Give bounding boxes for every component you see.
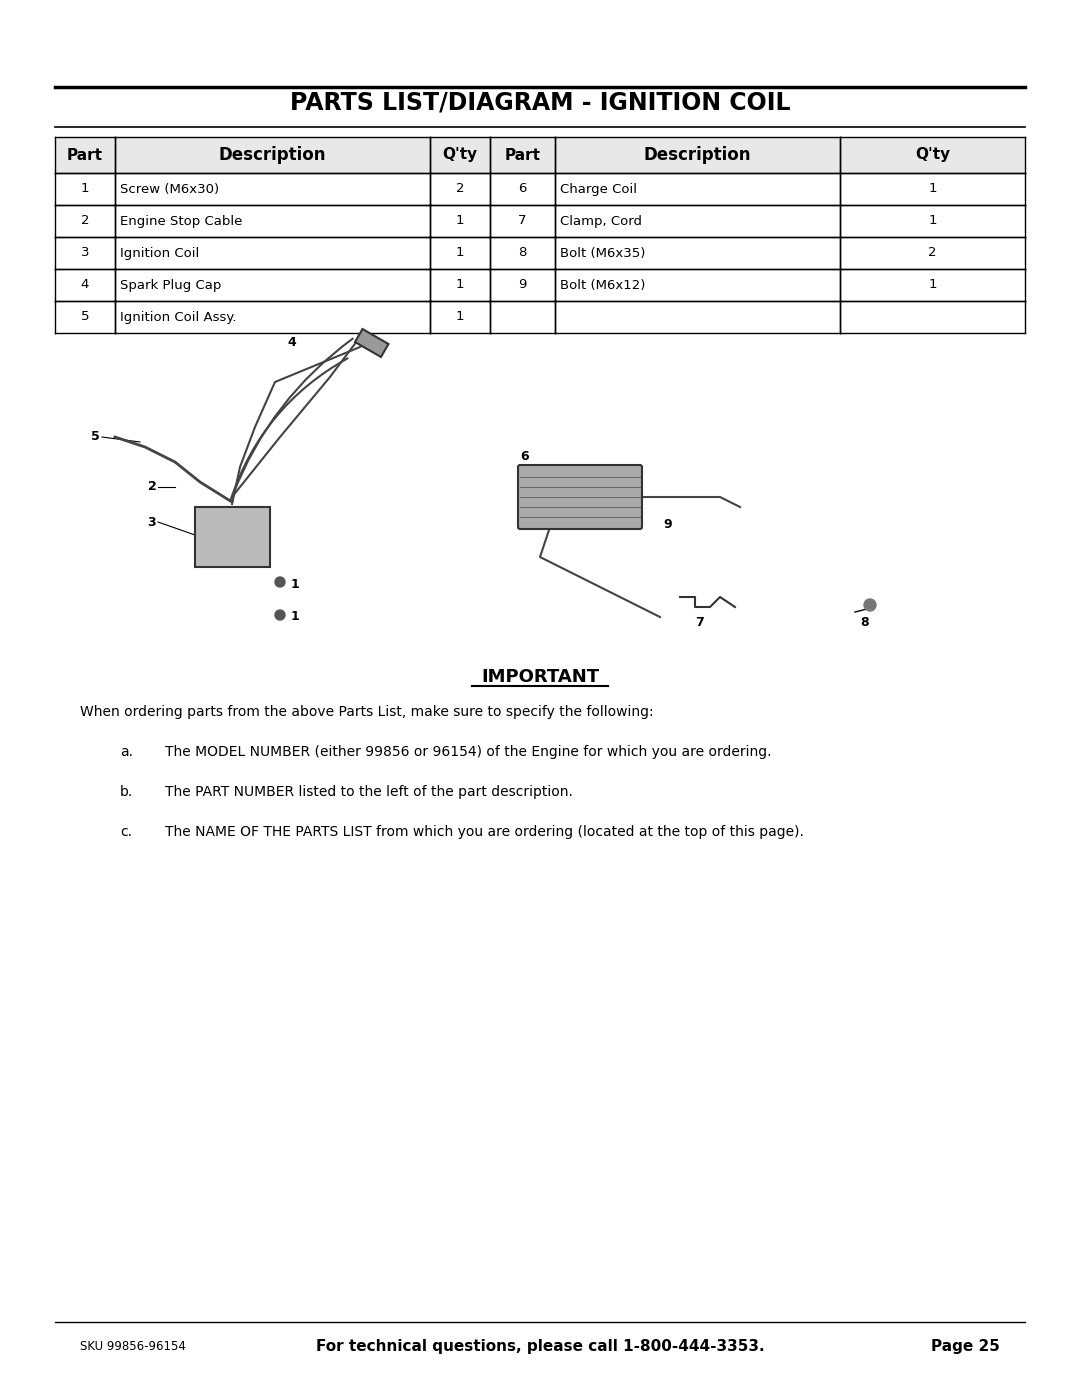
Text: When ordering parts from the above Parts List, make sure to specify the followin: When ordering parts from the above Parts… [80, 705, 653, 719]
Text: 9: 9 [518, 278, 527, 292]
Text: 2: 2 [456, 183, 464, 196]
Text: Q'ty: Q'ty [915, 148, 950, 162]
Bar [114, 137, 430, 173]
Text: 6: 6 [521, 450, 529, 464]
Bar [355, 330, 389, 358]
Bar [195, 507, 270, 567]
Text: 4: 4 [287, 335, 296, 348]
Text: The PART NUMBER listed to the left of the part description.: The PART NUMBER listed to the left of th… [165, 785, 572, 799]
Bar [55, 137, 114, 173]
Text: Screw (M6x30): Screw (M6x30) [120, 183, 219, 196]
Text: c.: c. [120, 826, 132, 840]
Text: Description: Description [219, 147, 326, 163]
Text: Bolt (M6x12): Bolt (M6x12) [561, 278, 646, 292]
Text: Q'ty: Q'ty [443, 148, 477, 162]
Bar [840, 137, 1025, 173]
Text: 2: 2 [928, 246, 936, 260]
Bar [430, 137, 490, 173]
Text: 7: 7 [696, 616, 704, 629]
Text: For technical questions, please call 1-800-444-3353.: For technical questions, please call 1-8… [315, 1340, 765, 1355]
Text: 1: 1 [456, 310, 464, 324]
Circle shape [275, 610, 285, 620]
Text: 1: 1 [928, 278, 936, 292]
Text: 1: 1 [456, 246, 464, 260]
Text: Description: Description [644, 147, 752, 163]
Text: 1: 1 [291, 577, 299, 591]
Text: 5: 5 [91, 430, 99, 443]
Text: PARTS LIST/DIAGRAM - IGNITION COIL: PARTS LIST/DIAGRAM - IGNITION COIL [289, 91, 791, 115]
Text: The MODEL NUMBER (either 99856 or 96154) of the Engine for which you are orderin: The MODEL NUMBER (either 99856 or 96154)… [165, 745, 771, 759]
Text: 6: 6 [518, 183, 527, 196]
Text: 1: 1 [291, 610, 299, 623]
Text: Part: Part [67, 148, 103, 162]
Text: a.: a. [120, 745, 133, 759]
Text: 8: 8 [861, 616, 869, 629]
Text: 3: 3 [148, 515, 157, 528]
Circle shape [275, 577, 285, 587]
Bar [555, 137, 840, 173]
Text: Part: Part [504, 148, 540, 162]
Text: Charge Coil: Charge Coil [561, 183, 637, 196]
Text: Page 25: Page 25 [931, 1340, 1000, 1355]
Text: Ignition Coil: Ignition Coil [120, 246, 199, 260]
Text: Engine Stop Cable: Engine Stop Cable [120, 215, 242, 228]
Text: 1: 1 [456, 278, 464, 292]
Text: 1: 1 [456, 215, 464, 228]
Text: 3: 3 [81, 246, 90, 260]
Text: 8: 8 [518, 246, 527, 260]
Text: b.: b. [120, 785, 133, 799]
Text: 7: 7 [518, 215, 527, 228]
Text: Ignition Coil Assy.: Ignition Coil Assy. [120, 310, 237, 324]
Text: The NAME OF THE PARTS LIST from which you are ordering (located at the top of th: The NAME OF THE PARTS LIST from which yo… [165, 826, 804, 840]
Text: 5: 5 [81, 310, 90, 324]
Text: 2: 2 [148, 481, 157, 493]
FancyBboxPatch shape [518, 465, 642, 529]
Text: 4: 4 [81, 278, 90, 292]
Text: Bolt (M6x35): Bolt (M6x35) [561, 246, 646, 260]
Text: 2: 2 [81, 215, 90, 228]
Text: 9: 9 [664, 517, 673, 531]
Text: 1: 1 [928, 215, 936, 228]
Circle shape [864, 599, 876, 610]
Bar [490, 137, 555, 173]
Text: 1: 1 [928, 183, 936, 196]
Text: Spark Plug Cap: Spark Plug Cap [120, 278, 221, 292]
Text: Clamp, Cord: Clamp, Cord [561, 215, 642, 228]
Text: SKU 99856-96154: SKU 99856-96154 [80, 1341, 186, 1354]
Text: 1: 1 [81, 183, 90, 196]
Text: IMPORTANT: IMPORTANT [481, 668, 599, 686]
